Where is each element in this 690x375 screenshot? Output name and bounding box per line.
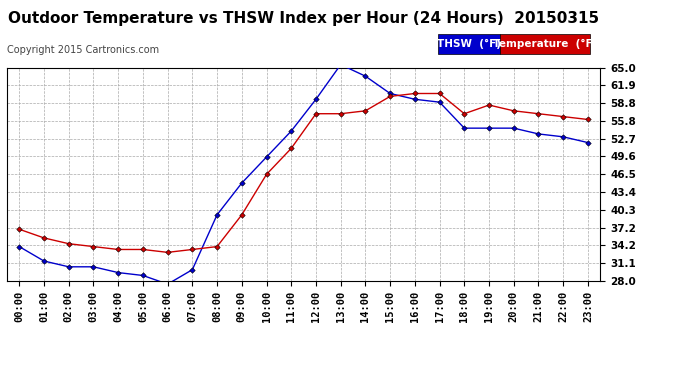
Text: Temperature  (°F): Temperature (°F) — [493, 39, 598, 49]
Text: Copyright 2015 Cartronics.com: Copyright 2015 Cartronics.com — [7, 45, 159, 55]
Text: Outdoor Temperature vs THSW Index per Hour (24 Hours)  20150315: Outdoor Temperature vs THSW Index per Ho… — [8, 11, 599, 26]
Text: THSW  (°F): THSW (°F) — [437, 39, 501, 49]
